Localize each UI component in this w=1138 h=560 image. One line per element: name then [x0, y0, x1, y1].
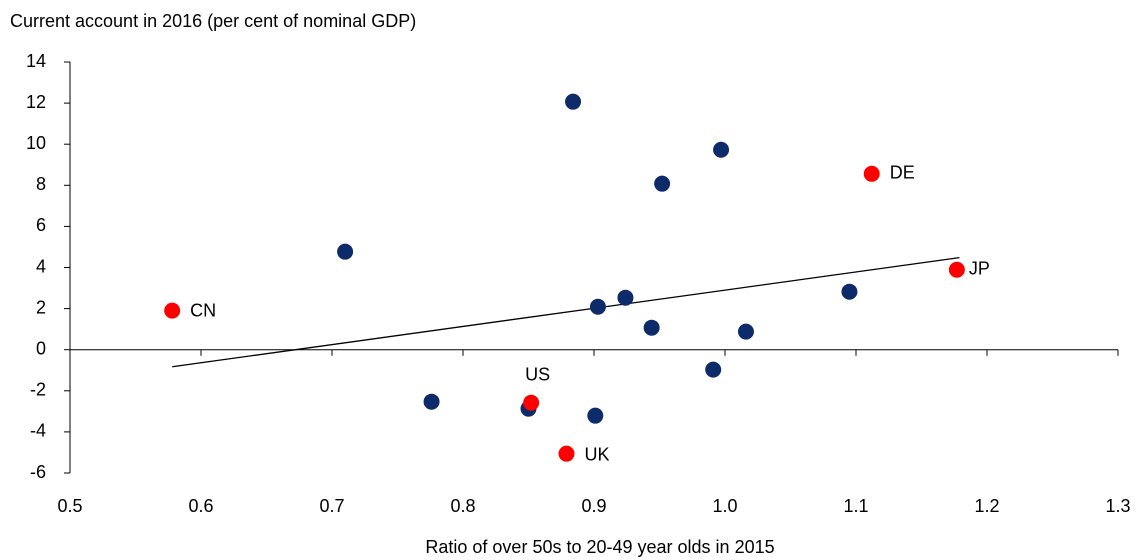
y-tick-label: -2 [30, 380, 46, 400]
point-label: DE [890, 163, 915, 183]
x-tick-label: 1.1 [843, 496, 868, 516]
x-axis-title: Ratio of over 50s to 20-49 year olds in … [425, 537, 774, 557]
point-label: UK [584, 444, 609, 464]
x-tick-label: 0.8 [450, 496, 475, 516]
y-tick-label: 2 [36, 297, 46, 317]
y-tick-label: 14 [26, 51, 46, 71]
point [558, 445, 575, 462]
y-tick-label: 12 [26, 92, 46, 112]
y-tick-label: -4 [30, 421, 46, 441]
point [423, 393, 440, 410]
point [863, 165, 880, 182]
chart-title: Current account in 2016 (per cent of nom… [10, 11, 416, 31]
y-tick-label: 4 [36, 256, 46, 276]
point [164, 302, 181, 319]
point [589, 298, 606, 315]
y-tick-label: 8 [36, 174, 46, 194]
x-tick-label: 0.6 [188, 496, 213, 516]
point [523, 394, 540, 411]
x-tick-label: 1.0 [712, 496, 737, 516]
point [337, 243, 354, 260]
point [587, 407, 604, 424]
point-label: CN [190, 300, 216, 320]
y-tick-label: -6 [30, 462, 46, 482]
point [841, 283, 858, 300]
x-tick-label: 0.7 [319, 496, 344, 516]
y-tick-label: 6 [36, 215, 46, 235]
x-tick-label: 1.2 [974, 496, 999, 516]
trend-line [172, 256, 960, 368]
x-tick-label: 0.9 [581, 496, 606, 516]
point [565, 93, 582, 110]
point [948, 261, 965, 278]
point-label: JP [969, 259, 990, 279]
point [643, 319, 660, 336]
point [617, 289, 634, 306]
x-tick-label: 1.3 [1105, 496, 1130, 516]
point [654, 175, 671, 192]
point [705, 361, 722, 378]
x-tick-label: 0.5 [57, 496, 82, 516]
point-label: US [525, 364, 550, 384]
y-tick-label: 0 [36, 338, 46, 358]
point [713, 141, 730, 158]
y-tick-label: 10 [26, 133, 46, 153]
point [737, 323, 754, 340]
